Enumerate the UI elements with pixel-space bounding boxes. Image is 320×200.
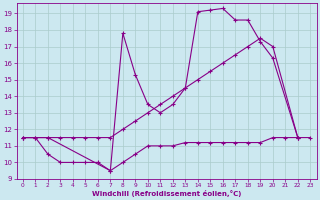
X-axis label: Windchill (Refroidissement éolien,°C): Windchill (Refroidissement éolien,°C) [92,190,241,197]
